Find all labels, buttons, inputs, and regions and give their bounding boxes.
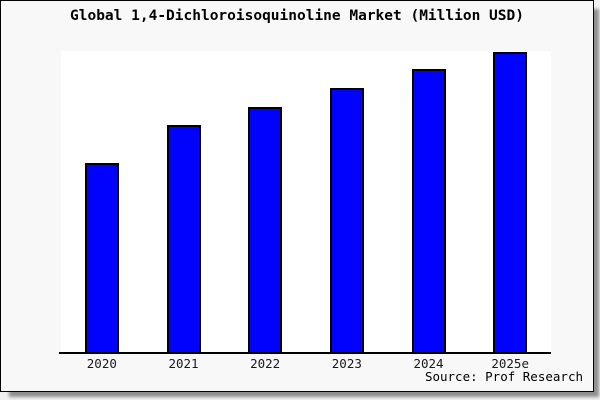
bar-2023 — [329, 88, 364, 352]
bar-2020 — [84, 162, 119, 352]
source-label: Source: Prof Research — [424, 369, 583, 384]
plot-area — [61, 51, 551, 352]
x-tick-label-2021: 2021 — [168, 356, 199, 371]
x-tick-label-2022: 2022 — [250, 356, 281, 371]
bar-2024 — [411, 69, 446, 352]
x-axis-line — [59, 352, 551, 354]
x-tick-label-2024: 2024 — [413, 356, 444, 371]
bar-2025e — [493, 51, 528, 352]
x-tick-label-2023: 2023 — [331, 356, 362, 371]
x-tick-label-2020: 2020 — [86, 356, 117, 371]
chart-panel: Global 1,4-Dichloroisoquinoline Market (… — [0, 0, 594, 392]
x-tick-label-2025e: 2025e — [491, 356, 529, 371]
bar-2021 — [166, 125, 201, 352]
x-axis-ticks: 2020 2021 2022 2023 2024 2025e — [61, 356, 551, 372]
bar-2022 — [248, 107, 283, 352]
chart-title: Global 1,4-Dichloroisoquinoline Market (… — [70, 8, 524, 24]
